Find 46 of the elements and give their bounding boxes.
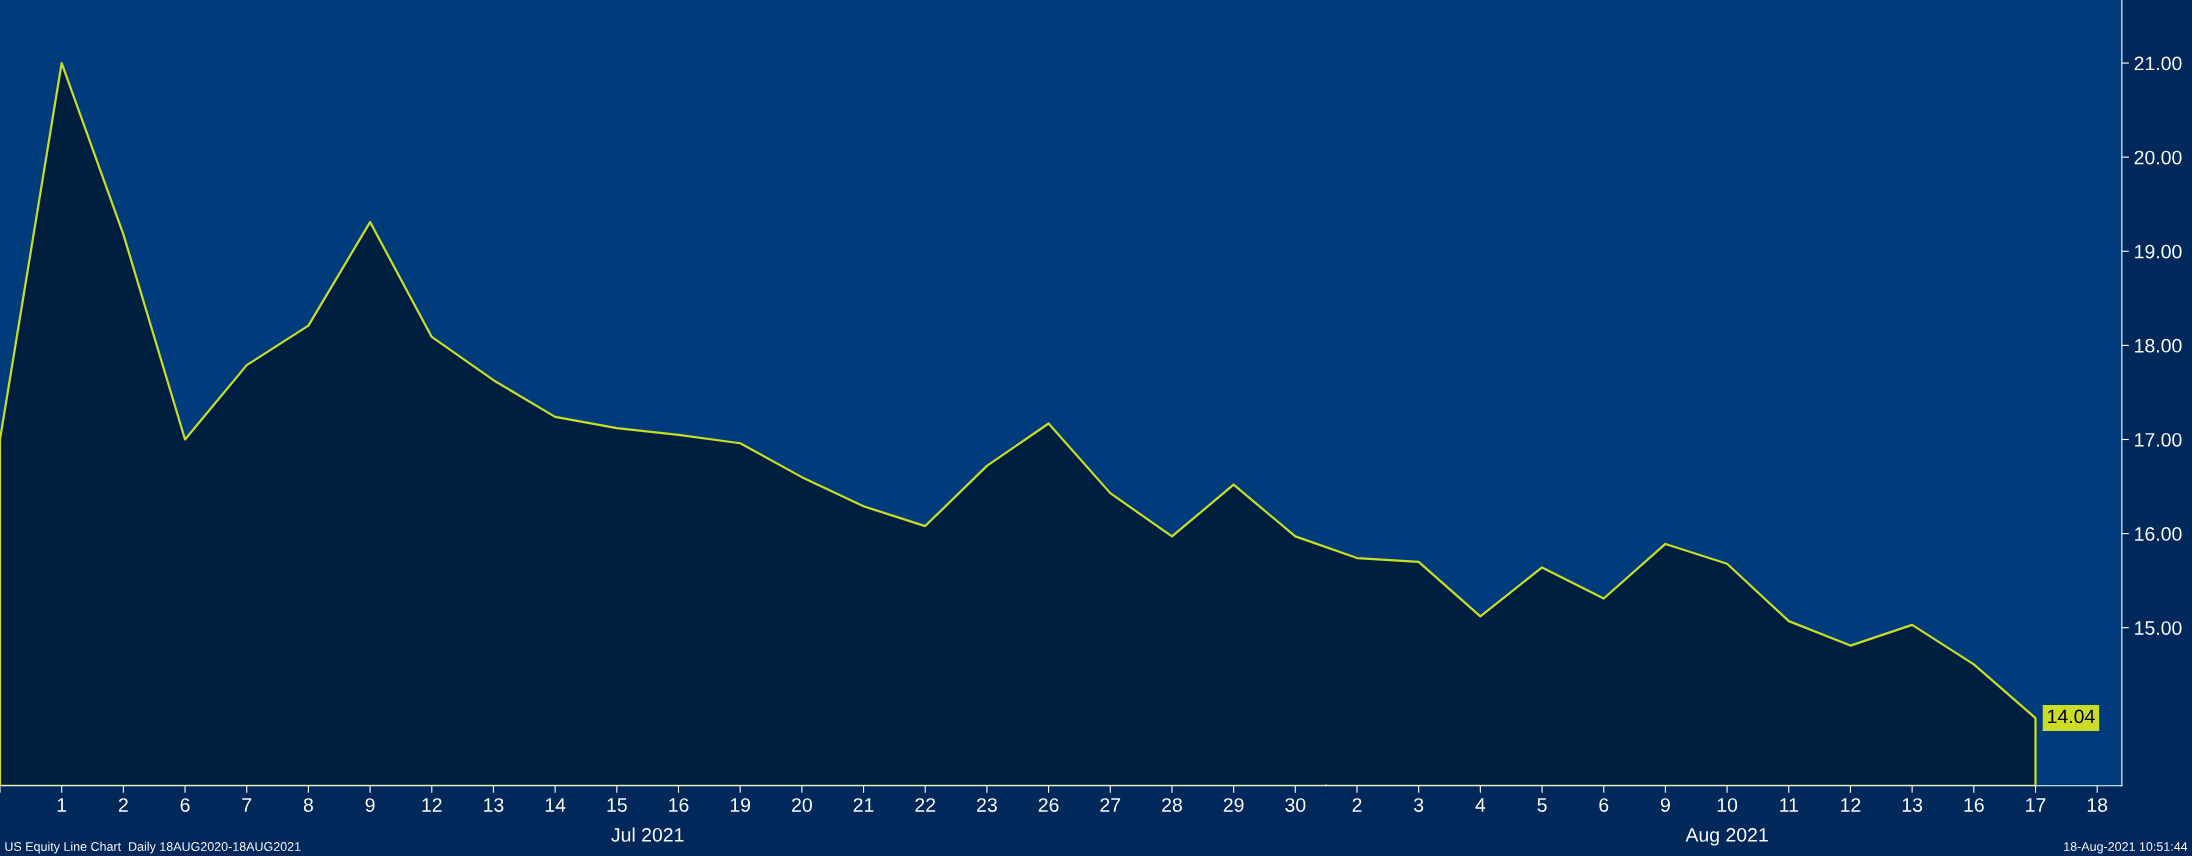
x-tick-label: 12 bbox=[422, 798, 442, 812]
y-tick-label: 17.00 bbox=[2135, 432, 2182, 447]
data-label: 14.04 bbox=[2048, 709, 2095, 724]
x-tick-label: 2 bbox=[118, 798, 128, 812]
x-tick-label: 23 bbox=[977, 798, 997, 812]
x-tick-label: 10 bbox=[1717, 798, 1738, 812]
x-tick-label: 3 bbox=[1414, 798, 1424, 812]
y-tick-label: 18.00 bbox=[2135, 338, 2182, 353]
x-tick-label: 5 bbox=[1537, 798, 1547, 812]
x-tick-label: 14 bbox=[545, 798, 566, 812]
x-tick-label: 12 bbox=[1841, 798, 1861, 812]
x-tick-label: 18 bbox=[2087, 798, 2108, 812]
x-tick-label: 17 bbox=[2026, 798, 2046, 812]
x-tick-label: 8 bbox=[303, 798, 313, 812]
x-tick-label: 11 bbox=[1780, 798, 1798, 812]
x-tick-label: 2 bbox=[1352, 798, 1362, 812]
x-tick-label: 9 bbox=[365, 798, 375, 812]
x-tick-label: 4 bbox=[1475, 798, 1486, 812]
y-tick-label: 20.00 bbox=[2134, 150, 2182, 165]
x-tick-label: 20 bbox=[792, 798, 812, 812]
x-tick-label: 22 bbox=[915, 798, 936, 812]
x-tick-label: 7 bbox=[242, 798, 252, 812]
x-tick-label: 28 bbox=[1162, 798, 1182, 812]
text: US Equity Line Chart Daily 18AUG2020-18AUG2021 bbox=[5, 841, 301, 854]
y-tick-label: 19.00 bbox=[2135, 244, 2182, 259]
y-tick-label: 16.00 bbox=[2135, 527, 2182, 541]
x-tick-label: 13 bbox=[1902, 798, 1923, 812]
x-tick-label: 30 bbox=[1285, 798, 1306, 812]
x-tick-label: 27 bbox=[1100, 798, 1121, 812]
x-tick-label: 26 bbox=[1038, 798, 1059, 812]
x-tick-label: 19 bbox=[730, 798, 751, 812]
x-tick-label: 29 bbox=[1223, 798, 1244, 812]
x-tick-label: 9 bbox=[1660, 798, 1670, 812]
x-tick-label: 21 bbox=[853, 798, 874, 812]
text: Aug 2021 bbox=[1685, 827, 1768, 846]
text: 18-Aug-2021 10:51:44 bbox=[2064, 842, 2188, 854]
x-tick-label: 6 bbox=[1599, 798, 1609, 812]
x-tick-label: 16 bbox=[669, 798, 689, 812]
x-tick-label: 16 bbox=[1964, 798, 1984, 812]
y-tick-label: 15.00 bbox=[2135, 621, 2182, 635]
x-tick-label: 1 bbox=[57, 798, 67, 812]
y-tick-label: 21.00 bbox=[2134, 56, 2182, 71]
x-tick-label: 13 bbox=[484, 798, 504, 812]
x-tick-label: 6 bbox=[180, 798, 190, 812]
text: Jul 2021 bbox=[611, 827, 684, 842]
x-tick-label: 15 bbox=[607, 798, 627, 812]
